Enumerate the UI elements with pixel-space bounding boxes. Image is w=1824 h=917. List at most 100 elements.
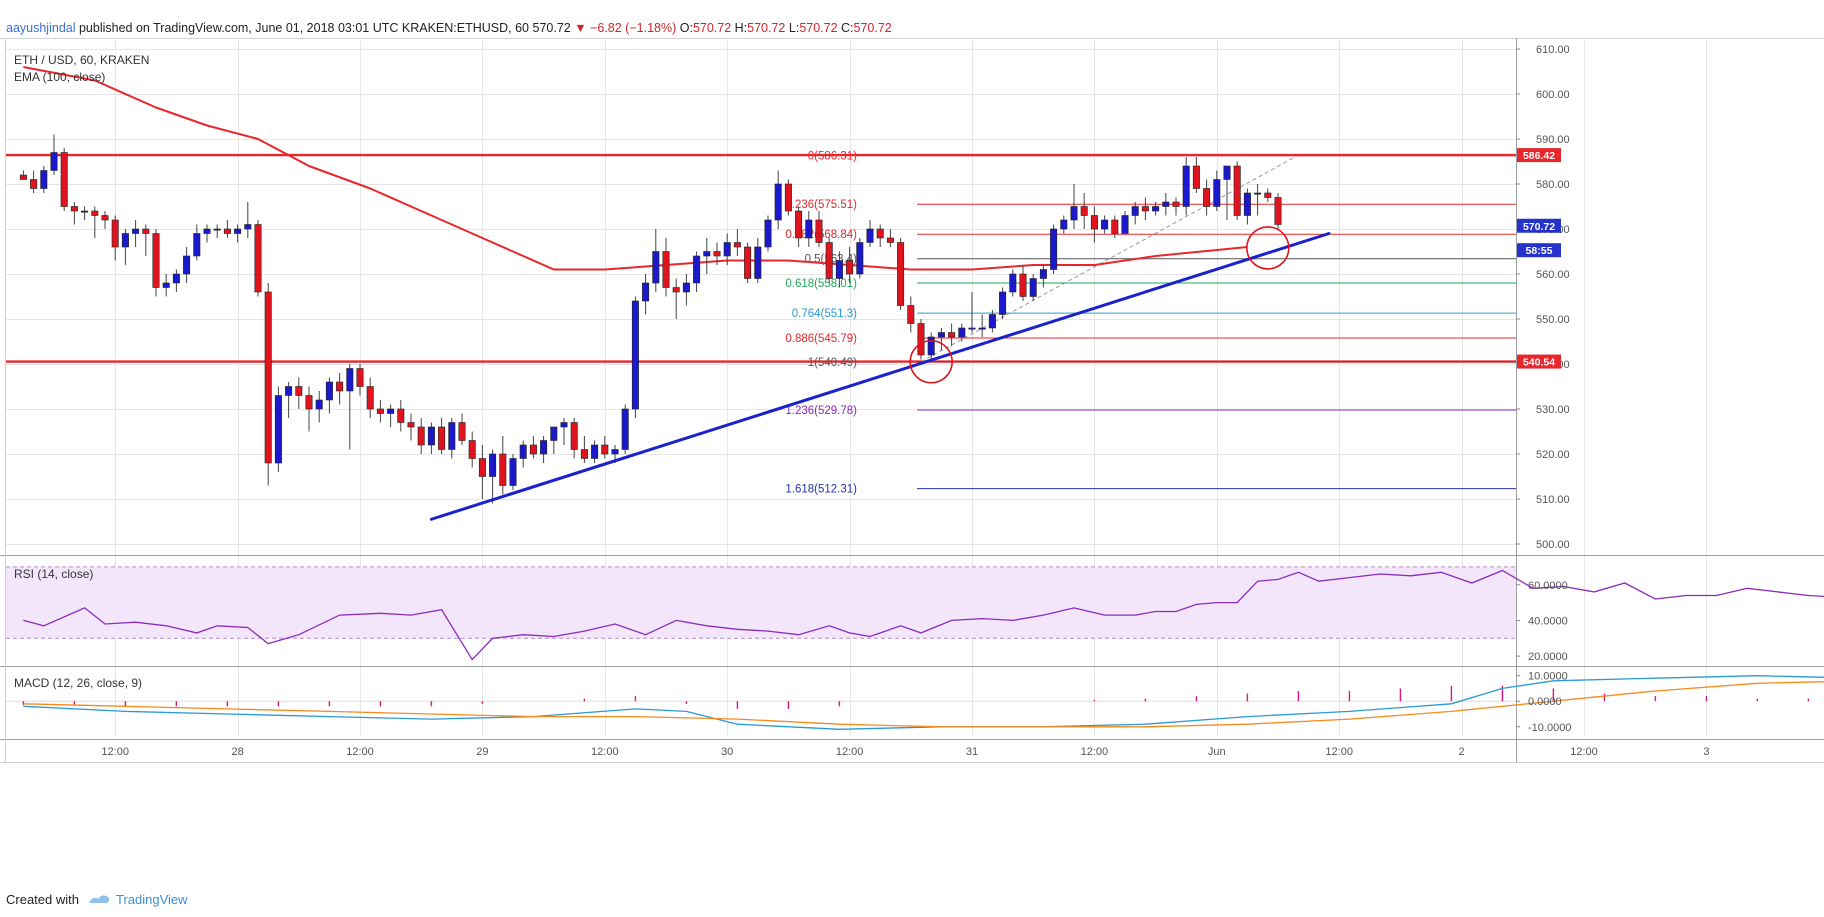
candle-bear [264, 291, 272, 464]
price-tick-label: 500.00 [1536, 539, 1570, 551]
candle-bear [1080, 206, 1088, 216]
created-with-text: Created with [6, 892, 79, 907]
candle-bear [1172, 201, 1180, 207]
ema-legend: EMA (100, close) [14, 70, 105, 84]
price-axis: 610.00600.00590.00580.00570.00560.00550.… [1516, 44, 1570, 551]
candle-bear [815, 219, 823, 243]
candle-bull [652, 251, 660, 284]
candle-bear [30, 179, 38, 189]
author-link[interactable]: aayushjindal [6, 21, 76, 35]
candle-bull [682, 282, 690, 293]
candle-bear [1111, 219, 1119, 234]
chart-title: ETH / USD, 60, KRAKEN [14, 53, 149, 67]
price-tick-label: 580.00 [1536, 179, 1570, 191]
ohlc-open-value: 570.72 [692, 21, 732, 35]
candle-bull [1039, 269, 1047, 279]
candle-bear [376, 408, 384, 414]
price-tag-bg [1517, 243, 1561, 258]
candle-bull [172, 273, 180, 284]
price-tag-label: 586.42 [1523, 150, 1555, 162]
candle-bear [907, 305, 915, 324]
time-tick-label: 29 [476, 746, 488, 758]
ohlc-close-value: 570.72 [853, 21, 892, 35]
ohlc-close-label: C: [841, 21, 854, 35]
candle-bull [703, 251, 711, 257]
price-tag-bg [1517, 354, 1561, 369]
candle-bear [1274, 197, 1282, 225]
tradingview-link[interactable]: TradingView [116, 892, 188, 907]
candle-bear [152, 233, 160, 288]
time-tick-label: 30 [721, 746, 733, 758]
change-value: −6.82 (−1.18%) [590, 21, 677, 35]
time-tick-label: 12:00 [1325, 746, 1353, 758]
candle-bull [1121, 215, 1129, 234]
candle-bull [560, 422, 568, 428]
candle-bear [948, 332, 956, 338]
candle-bull [203, 228, 211, 234]
candle-bear [1141, 206, 1149, 212]
highlight-circle [1246, 226, 1290, 270]
highlight-circle [909, 339, 954, 384]
candle-bear [897, 242, 905, 306]
candle-bull [285, 386, 293, 396]
price-tag-bg [1517, 148, 1561, 163]
candle-bull [183, 255, 191, 275]
candle-bear [1233, 165, 1241, 216]
candle-bull [764, 219, 772, 248]
fib-level-label: 1.618(512.31) [785, 484, 857, 496]
candle-bull [642, 282, 650, 302]
candle-bull [1162, 201, 1170, 207]
candle-bull [621, 408, 629, 450]
candle-bear [305, 395, 313, 410]
fib-level-label: 0.618(558.01) [785, 278, 857, 290]
rsi-tick-label: 60.0000 [1528, 580, 1568, 592]
candle-bull [1101, 219, 1109, 230]
footer-branding: Created with TradingView [6, 892, 188, 907]
candle-bull [1243, 192, 1251, 216]
candle-bull [1070, 206, 1078, 221]
candle-bear [1192, 165, 1200, 189]
candle-bull [509, 458, 517, 486]
candle-bear [662, 251, 670, 288]
candle-bull [1029, 278, 1037, 297]
candle-bull [550, 426, 558, 441]
candle-bull [1213, 179, 1221, 207]
candle-bear [295, 386, 303, 396]
ohlc-low-value: 570.72 [799, 21, 838, 35]
candle-bull [1152, 206, 1160, 212]
candle-bear [19, 174, 27, 180]
candle-bull [162, 282, 170, 288]
price-tick-label: 530.00 [1536, 404, 1570, 416]
price-tag-label: 58:55 [1526, 245, 1553, 257]
candle-bull [234, 228, 242, 234]
candle-bull [244, 224, 252, 230]
candle-bear [468, 440, 476, 459]
candle-bull [427, 426, 435, 446]
candle-bear [744, 246, 752, 279]
macd-tick-label: 0.0000 [1528, 696, 1562, 708]
candle-bear [111, 219, 119, 248]
candle-bear [713, 251, 721, 257]
candle-bear [601, 444, 609, 455]
candle-bear [886, 237, 894, 243]
candle-bull [387, 408, 395, 414]
candle-bull [1009, 273, 1017, 293]
candle-bull [866, 228, 874, 243]
fib-level-label: 0.236(575.51) [785, 199, 857, 211]
time-tick-label: 12:00 [1570, 746, 1598, 758]
change-arrow: ▼ [574, 21, 587, 35]
candle-bear [417, 426, 425, 446]
time-tick-label: 31 [966, 746, 978, 758]
candle-bull [999, 291, 1007, 315]
candle-bull [774, 183, 782, 221]
macd-tick-label: -10.0000 [1528, 722, 1571, 734]
time-tick-label: 12:00 [101, 746, 129, 758]
time-tick-label: Jun [1208, 746, 1226, 758]
ohlc-high-value: 570.72 [747, 21, 786, 35]
candle-bull [1223, 165, 1231, 180]
candle-bull [927, 336, 935, 356]
candle-bull [213, 228, 221, 231]
main-pane-bg [6, 40, 1516, 553]
fib-level-label: 0.886(545.79) [785, 333, 857, 345]
